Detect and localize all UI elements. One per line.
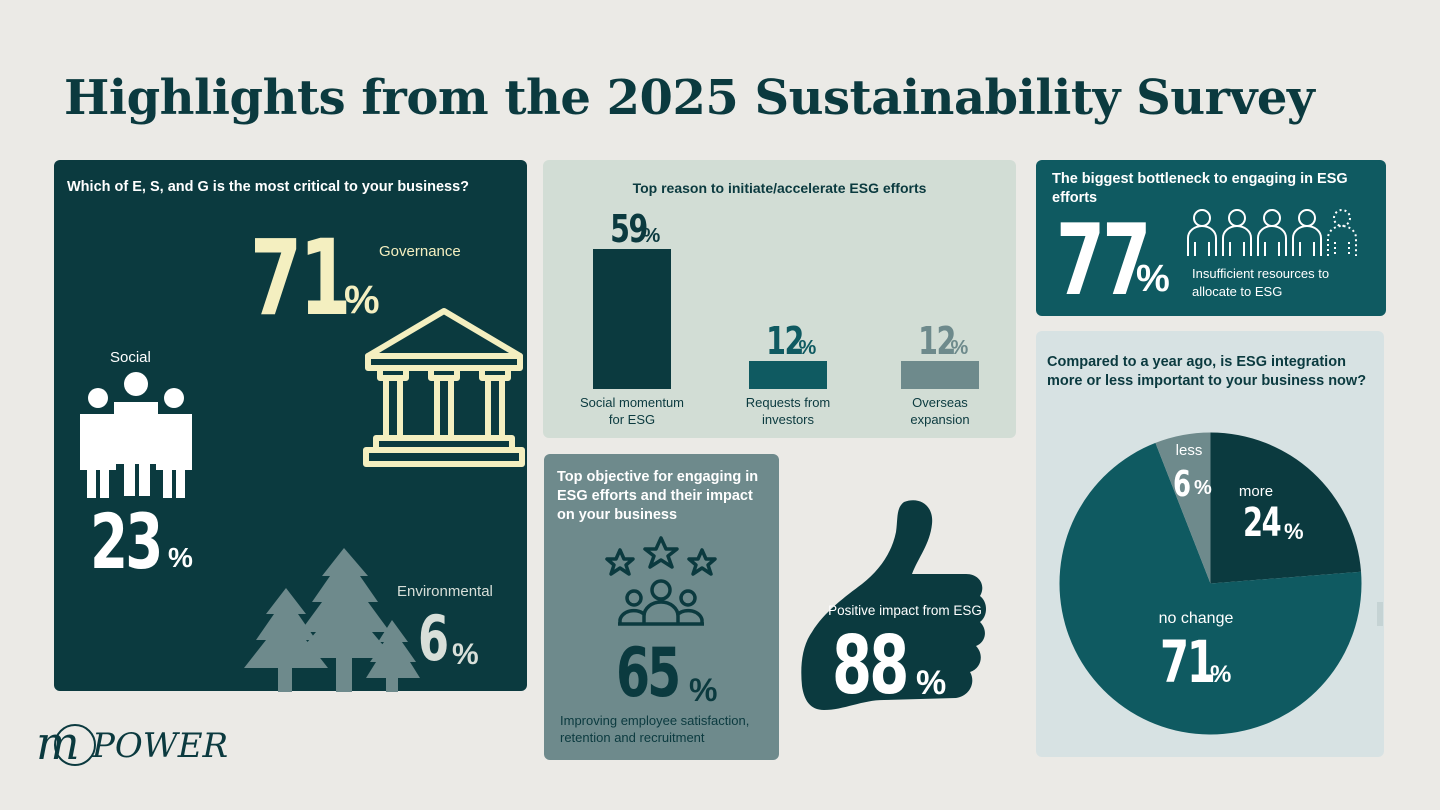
slice-unit-less: % bbox=[1194, 477, 1212, 499]
bar-category-line1: Overseas bbox=[912, 395, 968, 410]
bar-category-line2: expansion bbox=[910, 412, 970, 427]
environmental-label: Environmental bbox=[397, 583, 493, 600]
bar-category-label-3: Overseas expansion bbox=[870, 394, 1010, 428]
bar-unit-3: % bbox=[950, 336, 969, 359]
pie-chart bbox=[1059, 432, 1362, 735]
governance-stat: 71 bbox=[250, 226, 387, 330]
bar-category-line1: Social momentum bbox=[579, 395, 685, 410]
governance-unit: % bbox=[344, 278, 380, 322]
bar-2 bbox=[749, 360, 827, 389]
bar-3 bbox=[901, 360, 979, 389]
pie-slice-less bbox=[1155, 432, 1211, 584]
top-objective-card: Top objective for engaging in ESG effort… bbox=[544, 454, 779, 760]
importance-card: Compared to a year ago, is ESG integrati… bbox=[1036, 331, 1384, 757]
bar-value-label-3: 12% bbox=[900, 319, 980, 363]
objective-caption: Improving employee satisfaction, retenti… bbox=[560, 713, 750, 745]
workforce-icon bbox=[1187, 209, 1357, 256]
scroll-indicator bbox=[1377, 602, 1383, 626]
top-reason-card: Top reason to initiate/accelerate ESG ef… bbox=[543, 160, 1016, 438]
slice-value-no-change: 71 bbox=[1160, 628, 1216, 696]
thumbs-up-icon bbox=[801, 500, 986, 710]
bottleneck-caption: Insufficient resources to allocate to ES… bbox=[1192, 266, 1330, 299]
trees-icon bbox=[244, 548, 420, 692]
social-stat: 23 bbox=[90, 504, 188, 580]
bar-value-3: 12 bbox=[917, 318, 956, 363]
slice-value-less: 6 bbox=[1173, 464, 1191, 505]
slice-label-no-change: no change bbox=[1158, 610, 1234, 627]
bar-value-label-1: 59% bbox=[592, 207, 672, 251]
slice-label-more: more bbox=[1238, 483, 1274, 500]
bottleneck-card: The biggest bottleneck to engaging in ES… bbox=[1036, 160, 1386, 316]
governance-label: Governance bbox=[379, 243, 461, 260]
bar-value-2: 12 bbox=[765, 318, 804, 363]
page-title: Highlights from the 2025 Sustainability … bbox=[64, 70, 1315, 126]
bar-category-label-1: Social momentum for ESG bbox=[562, 394, 702, 428]
thumb-unit: % bbox=[916, 664, 947, 702]
pie-slice-more bbox=[1210, 432, 1362, 584]
logo-mark: m bbox=[36, 716, 80, 770]
reason-question: Top reason to initiate/accelerate ESG ef… bbox=[632, 180, 927, 196]
governance-value: 71 bbox=[250, 217, 351, 339]
objective-value: 65 bbox=[616, 634, 681, 713]
people-icon bbox=[80, 372, 192, 498]
slice-stat-no-change: 71 bbox=[1160, 633, 1235, 691]
environmental-value: 6 bbox=[418, 602, 449, 675]
bar-1 bbox=[593, 249, 671, 389]
thumb-value: 88 bbox=[832, 619, 909, 712]
bar-category-line1: Requests from bbox=[745, 395, 831, 410]
social-unit: % bbox=[168, 542, 193, 573]
thumb-stat: 88 bbox=[832, 626, 935, 706]
esg-question: Which of E, S, and G is the most critica… bbox=[67, 179, 470, 195]
bottleneck-stat: 77 bbox=[1056, 212, 1184, 310]
bottleneck-value: 77 bbox=[1056, 204, 1151, 318]
importance-question: Compared to a year ago, is ESG integrati… bbox=[1047, 354, 1367, 389]
slice-unit-no-change: % bbox=[1210, 661, 1232, 688]
bar-unit-1: % bbox=[642, 225, 661, 247]
logo-circle-mark bbox=[54, 724, 96, 766]
slice-stat-more: 24 bbox=[1243, 503, 1295, 543]
objective-question: Top objective for engaging in ESG effort… bbox=[557, 469, 759, 523]
bar-category-line2: investors bbox=[761, 412, 815, 427]
logo-text: POWER bbox=[92, 726, 229, 766]
bottleneck-unit: % bbox=[1136, 258, 1170, 300]
social-value: 23 bbox=[90, 497, 163, 586]
bar-value-1: 59 bbox=[609, 207, 648, 251]
slice-unit-more: % bbox=[1284, 519, 1304, 544]
esg-critical-card: Which of E, S, and G is the most critica… bbox=[54, 160, 527, 692]
environmental-stat: 6 bbox=[418, 608, 457, 670]
bottleneck-question: The biggest bottleneck to engaging in ES… bbox=[1052, 171, 1348, 206]
bar-unit-2: % bbox=[798, 336, 817, 359]
bank-building-icon bbox=[363, 308, 525, 467]
social-label: Social bbox=[110, 349, 151, 366]
pie-slice-no-change bbox=[1059, 442, 1362, 735]
objective-stat: 65 bbox=[616, 640, 703, 708]
slice-value-more: 24 bbox=[1243, 500, 1282, 546]
slice-label-less: less bbox=[1175, 442, 1203, 459]
bar-category-label-2: Requests from investors bbox=[718, 394, 858, 428]
objective-unit: % bbox=[689, 672, 718, 708]
bar-value-label-2: 12% bbox=[748, 319, 828, 363]
thumb-label: Positive impact from ESG bbox=[828, 603, 982, 618]
environmental-unit: % bbox=[452, 638, 479, 671]
slice-stat-less: 6 bbox=[1173, 467, 1196, 503]
bar-category-line2: for ESG bbox=[608, 412, 656, 427]
team-stars-icon bbox=[605, 536, 717, 626]
